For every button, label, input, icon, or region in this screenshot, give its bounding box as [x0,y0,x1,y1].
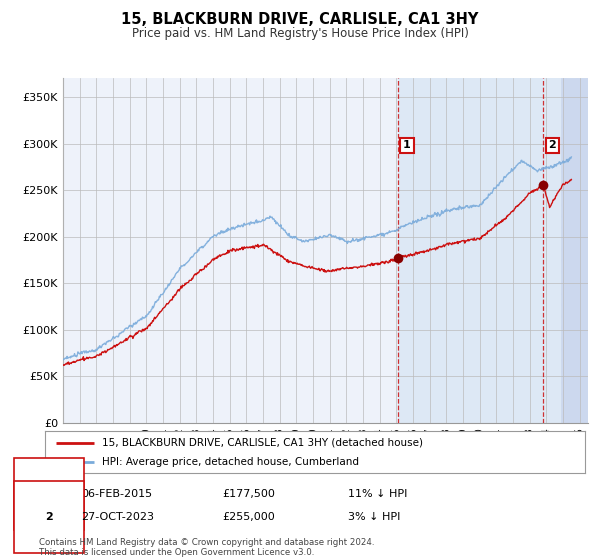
Text: 06-FEB-2015: 06-FEB-2015 [81,489,152,499]
Text: 1: 1 [403,141,411,151]
Bar [398,78,588,423]
Text: £255,000: £255,000 [222,512,275,522]
Text: 27-OCT-2023: 27-OCT-2023 [81,512,154,522]
Text: 3% ↓ HPI: 3% ↓ HPI [348,512,400,522]
Text: 15, BLACKBURN DRIVE, CARLISLE, CA1 3HY (detached house): 15, BLACKBURN DRIVE, CARLISLE, CA1 3HY (… [101,437,422,447]
Text: 1: 1 [45,489,53,499]
Text: This data is licensed under the Open Government Licence v3.0.: This data is licensed under the Open Gov… [39,548,314,557]
Text: 2: 2 [548,141,556,151]
Text: 2: 2 [45,512,53,522]
Text: Contains HM Land Registry data © Crown copyright and database right 2024.: Contains HM Land Registry data © Crown c… [39,538,374,547]
Text: HPI: Average price, detached house, Cumberland: HPI: Average price, detached house, Cumb… [101,457,359,467]
Text: Price paid vs. HM Land Registry's House Price Index (HPI): Price paid vs. HM Land Registry's House … [131,27,469,40]
Bar [562,78,588,423]
Text: 15, BLACKBURN DRIVE, CARLISLE, CA1 3HY: 15, BLACKBURN DRIVE, CARLISLE, CA1 3HY [121,12,479,27]
Text: £177,500: £177,500 [222,489,275,499]
Text: 11% ↓ HPI: 11% ↓ HPI [348,489,407,499]
